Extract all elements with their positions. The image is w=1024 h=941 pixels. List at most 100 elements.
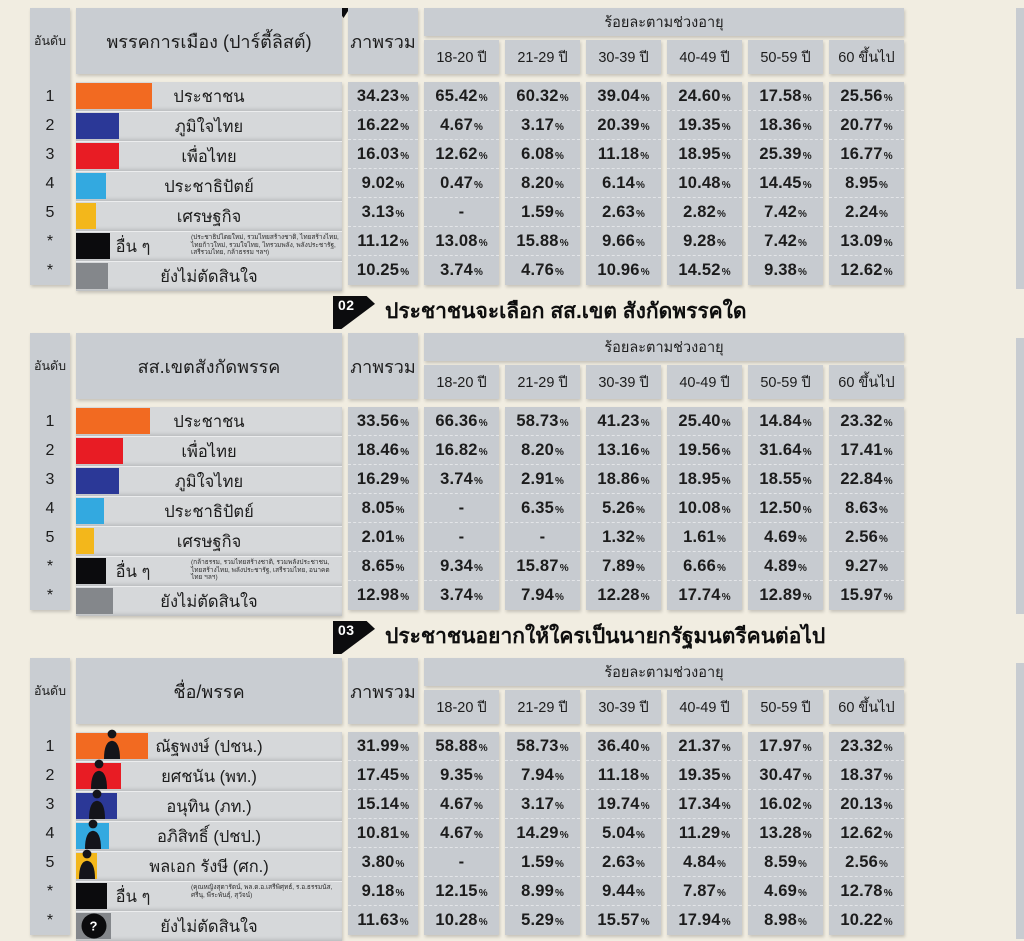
overall-column: ภาพรวม 31.99% 17.45% 15.14% 10.81% 3.80% 9.18… — [348, 658, 418, 935]
age-value: 8.98% — [748, 906, 823, 935]
overall-value: 3.13% — [348, 198, 418, 227]
percent-sign: % — [717, 888, 726, 899]
value-number: 0.47 — [440, 174, 473, 192]
overall-value: 9.18% — [348, 877, 418, 906]
percent-sign: % — [640, 772, 650, 783]
cropped-edge-strip — [1016, 8, 1024, 289]
percent-sign: % — [474, 801, 483, 812]
value-number: 12.62 — [840, 824, 883, 842]
value-number: 9.35 — [440, 766, 473, 784]
value-number: 17.34 — [678, 795, 721, 813]
percent-sign: % — [798, 859, 807, 870]
name-rows: ประชาชน เพื่อไทย ภูมิใจไทย ประชาธิปัตย์ เศรษ… — [76, 407, 342, 616]
percent-sign: % — [802, 180, 812, 191]
value-number: 6.66 — [683, 557, 716, 575]
value-number: 2.63 — [602, 203, 635, 221]
value-number: 65.42 — [435, 87, 478, 105]
percent-sign: % — [640, 447, 650, 458]
value-number: 8.20 — [521, 174, 554, 192]
age-value: 18.95% — [667, 140, 742, 169]
percent-sign: % — [474, 122, 483, 133]
age-column-header: 21-29 ปี — [505, 40, 580, 74]
percent-sign: % — [559, 563, 569, 574]
age-value: 36.40% — [586, 732, 661, 761]
value-number: 2.91 — [521, 470, 554, 488]
age-values-column: 24.60% 19.35% 18.95% 10.48% 2.82% 9.28% 14.52% — [667, 82, 742, 285]
age-column-header: 18-20 ปี — [424, 690, 499, 724]
percent-sign: % — [474, 772, 483, 783]
party-row: อภิสิทธิ์ (ปชป.) — [76, 819, 342, 852]
overall-value: 17.45% — [348, 761, 418, 790]
age-value: 17.94% — [667, 906, 742, 935]
rank-cell: 2 — [45, 116, 55, 134]
age-value: 9.27% — [829, 552, 904, 581]
value-number: 60.32 — [516, 87, 559, 105]
name-column: สส.เขตสังกัดพรรค ประชาชน เพื่อไทย ภูมิใจไท… — [76, 333, 342, 616]
age-value: 14.29% — [505, 819, 580, 848]
overall-header: ภาพรวม — [348, 333, 418, 399]
percent-sign: % — [883, 917, 893, 928]
value-number: 4.67 — [440, 116, 473, 134]
overall-values: 34.23% 16.22% 16.03% 9.02% 3.13% 11.12% 10.25% — [348, 82, 418, 285]
age-value: 30.47% — [748, 761, 823, 790]
value-number: 4.89 — [764, 557, 797, 575]
party-row: ภูมิใจไทย — [76, 467, 342, 497]
percent-sign: % — [721, 122, 731, 133]
party-row: ณัฐพงษ์ (ปชน.) — [76, 729, 342, 762]
value-number: 9.38 — [764, 261, 797, 279]
age-column-header: 50-59 ปี — [748, 40, 823, 74]
age-value: 1.59% — [505, 198, 580, 227]
percent-sign: % — [400, 151, 410, 162]
party-color-bar — [76, 789, 117, 819]
percent-sign: % — [559, 238, 569, 249]
percent-sign: % — [555, 180, 564, 191]
age-values-column: 23.32% 18.37% 20.13% 12.62% 2.56% 12.78% 10.22… — [829, 732, 904, 935]
percent-sign: % — [555, 122, 564, 133]
rank-cell: 1 — [45, 87, 55, 105]
value-number: - — [458, 853, 465, 871]
party-name: อื่น ๆ — [115, 887, 151, 906]
party-color-bar — [76, 883, 107, 909]
value-number: 12.78 — [840, 882, 883, 900]
party-color-bar — [76, 233, 110, 259]
age-value: 3.74% — [424, 465, 499, 494]
rank-column: อันดับ 1 2 3 4 5 * * — [30, 333, 70, 610]
age-value: 20.39% — [586, 111, 661, 140]
age-value: 2.24% — [829, 198, 904, 227]
percent-sign: % — [721, 801, 731, 812]
age-value: 8.95% — [829, 169, 904, 198]
value-number: 14.29 — [516, 824, 559, 842]
party-row: พลเอก รังษี (ศก.) — [76, 849, 342, 882]
percent-sign: % — [555, 801, 564, 812]
value-number: 58.73 — [516, 412, 559, 430]
percent-sign: % — [883, 801, 893, 812]
section-title: ประชาชนอยากให้ใครเป็นนายกรัฐมนตรีคนต่อไป — [385, 625, 826, 648]
age-value: 41.23% — [586, 407, 661, 436]
person-portrait-icon — [76, 849, 97, 879]
age-value: 14.52% — [667, 256, 742, 285]
percent-sign: % — [879, 563, 888, 574]
value-number: 18.36 — [759, 116, 802, 134]
value-number: 8.20 — [521, 441, 554, 459]
age-value: 4.69% — [748, 523, 823, 552]
party-name: เพื่อไทย — [181, 147, 237, 166]
percent-sign: % — [555, 447, 564, 458]
value-number: 2.01 — [361, 528, 395, 546]
poll-infographic: { "labels": { "rank_header": "อันดับ", "… — [0, 8, 1024, 941]
value-number: 16.03 — [356, 145, 400, 163]
percent-sign: % — [883, 93, 893, 104]
age-value: 13.09% — [829, 227, 904, 256]
percent-sign: % — [798, 888, 807, 899]
value-number: 19.35 — [678, 766, 721, 784]
percent-sign: % — [395, 888, 405, 899]
value-number: 10.08 — [678, 499, 721, 517]
overall-value: 31.99% — [348, 732, 418, 761]
rank-cell: 1 — [45, 737, 55, 755]
value-number: 14.84 — [759, 412, 802, 430]
percent-sign: % — [721, 476, 731, 487]
age-value: 3.74% — [424, 256, 499, 285]
party-name: เพื่อไทย — [181, 442, 237, 461]
value-number: 3.74 — [440, 586, 473, 604]
rank-cell: 4 — [45, 174, 55, 192]
percent-sign: % — [478, 238, 488, 249]
